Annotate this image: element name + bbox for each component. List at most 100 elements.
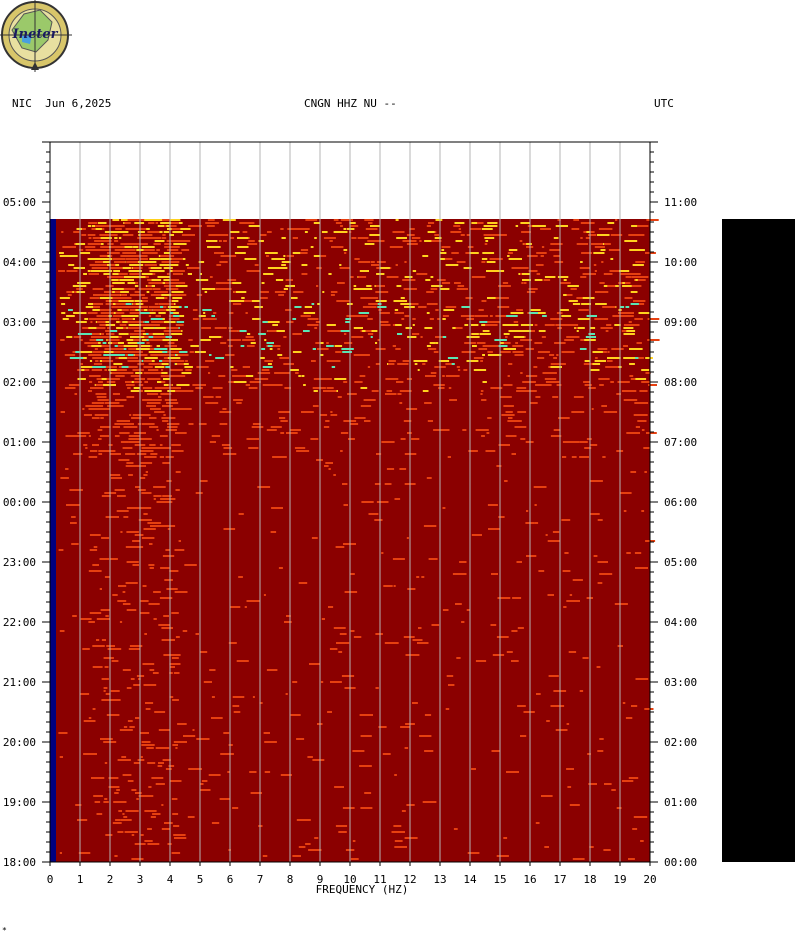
heatmap-cell [114, 423, 126, 425]
heatmap-cell [359, 714, 373, 716]
heatmap-cell [119, 279, 127, 281]
heatmap-cell [160, 318, 165, 320]
ineter-logo: Ineter [0, 0, 72, 72]
heatmap-cell [481, 399, 487, 401]
heatmap-cell [438, 360, 450, 362]
heatmap-cell [397, 333, 403, 335]
heatmap-cell [131, 834, 135, 836]
heatmap-cell [151, 279, 162, 281]
heatmap-cell [522, 243, 532, 245]
heatmap-cell [579, 690, 584, 692]
heatmap-cell [122, 459, 126, 461]
heatmap-cell [148, 351, 163, 353]
x-tick-label: 13 [433, 873, 446, 886]
heatmap-cell [562, 456, 567, 458]
heatmap-cell [150, 318, 163, 320]
heatmap-cell [132, 564, 139, 566]
heatmap-cell [280, 774, 292, 776]
heatmap-cell [335, 825, 348, 827]
x-tick-label: 20 [643, 873, 656, 886]
heatmap-cell [139, 234, 153, 236]
heatmap-cell [144, 810, 157, 812]
heatmap-cell [166, 402, 179, 404]
heatmap-cell [321, 231, 328, 233]
heatmap-cell [100, 237, 112, 239]
heatmap-cell [276, 372, 290, 374]
heatmap-cell [406, 234, 415, 236]
heatmap-cell [107, 309, 112, 311]
heatmap-cell [215, 288, 225, 290]
heatmap-cell [159, 360, 163, 362]
heatmap-cell [171, 375, 186, 377]
heatmap-cell [135, 792, 142, 794]
heatmap-cell [544, 324, 555, 326]
heatmap-cell [218, 288, 232, 290]
heatmap-cell [644, 708, 654, 710]
heatmap-cell [292, 855, 301, 857]
heatmap-cell [261, 348, 266, 350]
heatmap-cell [150, 267, 162, 269]
heatmap-cell [263, 273, 274, 275]
heatmap-cell [294, 447, 306, 449]
heatmap-cell [595, 357, 598, 359]
heatmap-cell [599, 384, 604, 386]
heatmap-cell [220, 753, 234, 755]
heatmap-cell [481, 300, 486, 302]
heatmap-cell [460, 234, 465, 236]
heatmap-cell [180, 390, 194, 392]
heatmap-cell [113, 270, 120, 272]
heatmap-cell [569, 351, 575, 353]
heatmap-cell [149, 399, 162, 401]
heatmap-cell [271, 258, 285, 260]
heatmap-cell [455, 240, 463, 242]
heatmap-cell [364, 792, 372, 794]
heatmap-cell [544, 846, 549, 848]
heatmap-cell [331, 246, 344, 248]
heatmap-cell [367, 297, 379, 299]
heatmap-cell [128, 441, 139, 443]
heatmap-cell [140, 258, 148, 260]
heatmap-cell [150, 333, 154, 335]
heatmap-cell [335, 546, 345, 548]
heatmap-cell [164, 345, 177, 347]
heatmap-cell [167, 351, 180, 353]
heatmap-cell [200, 651, 208, 653]
heatmap-cell [228, 642, 237, 644]
heatmap-cell [103, 321, 110, 323]
heatmap-cell [137, 489, 146, 491]
heatmap-cell [363, 288, 373, 290]
heatmap-cell [312, 759, 325, 761]
heatmap-cell [144, 324, 158, 326]
heatmap-cell [323, 390, 337, 392]
heatmap-cell [307, 324, 319, 326]
heatmap-cell [530, 309, 541, 311]
heatmap-cell [603, 849, 611, 851]
heatmap-cell [196, 366, 209, 368]
heatmap-cell [232, 705, 240, 707]
heatmap-cell [635, 678, 649, 680]
heatmap-cell [442, 375, 445, 377]
heatmap-cell [109, 336, 119, 338]
heatmap-cell [96, 315, 109, 317]
heatmap-cell [497, 597, 511, 599]
heatmap-cell [88, 303, 93, 305]
heatmap-cell [573, 396, 584, 398]
heatmap-cell [111, 279, 124, 281]
heatmap-cell [595, 291, 609, 293]
heatmap-cell [238, 576, 243, 578]
heatmap-cell [147, 828, 152, 830]
heatmap-cell [357, 354, 370, 356]
heatmap-cell [149, 567, 154, 569]
heatmap-cell [499, 351, 511, 353]
heatmap-cell [560, 282, 571, 284]
heatmap-cell [175, 228, 188, 230]
heatmap-cell [331, 366, 336, 368]
heatmap-cell [362, 276, 367, 278]
heatmap-cell [136, 348, 150, 350]
heatmap-cell [73, 336, 77, 338]
heatmap-cell [376, 261, 386, 263]
heatmap-cell [604, 243, 611, 245]
heatmap-cell [563, 294, 569, 296]
heatmap-cell [400, 726, 411, 728]
heatmap-cell [477, 222, 484, 224]
